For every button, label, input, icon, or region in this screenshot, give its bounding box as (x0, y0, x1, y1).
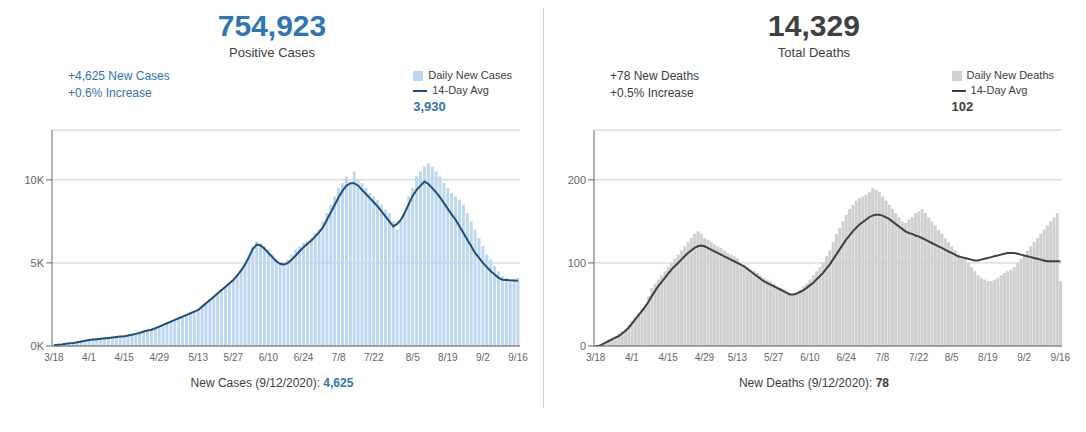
svg-text:6/24: 6/24 (836, 352, 856, 363)
svg-text:7/8: 7/8 (332, 352, 346, 363)
svg-text:4/15: 4/15 (114, 352, 134, 363)
html-text:+4,625 New Cases: +4,625 New Cases (68, 69, 170, 83)
svg-text:10K: 10K (24, 174, 44, 186)
svg-text:4/1: 4/1 (82, 352, 96, 363)
html-text:Daily New Cases: Daily New Cases (428, 69, 512, 81)
html-text:Positive Cases: Positive Cases (229, 45, 315, 60)
svg-text:4/29: 4/29 (150, 352, 170, 363)
svg-text:8/19: 8/19 (978, 352, 998, 363)
svg-text:0: 0 (580, 340, 586, 352)
html-text:New Cases (9/12/2020): 4,625: New Cases (9/12/2020): 4,625 (190, 376, 354, 390)
svg-text:100: 100 (568, 257, 586, 269)
svg-text:3/18: 3/18 (44, 352, 64, 363)
html-text:102: 102 (951, 99, 974, 114)
html-text:+0.6% Increase: +0.6% Increase (68, 86, 152, 100)
svg-text:4/1: 4/1 (625, 352, 639, 363)
svg-text:9/2: 9/2 (1017, 352, 1031, 363)
svg-text:5/27: 5/27 (764, 352, 784, 363)
svg-text:9/16: 9/16 (1051, 352, 1071, 363)
html-text:Total Deaths: Total Deaths (777, 45, 851, 60)
html-text:+78 New Deaths: +78 New Deaths (610, 69, 700, 83)
svg-text:6/24: 6/24 (294, 352, 314, 363)
svg-text:8/19: 8/19 (438, 352, 458, 363)
svg-text:5/13: 5/13 (728, 352, 748, 363)
html-text:+0.5% Increase: +0.5% Increase (610, 86, 694, 100)
svg-text:7/8: 7/8 (875, 352, 889, 363)
html-text:14-Day Avg: 14-Day Avg (432, 84, 489, 96)
html-text:754,923: 754,923 (217, 9, 327, 42)
html-text:14,329: 14,329 (768, 9, 860, 42)
svg-text:7/22: 7/22 (909, 352, 929, 363)
svg-text:8/5: 8/5 (406, 352, 420, 363)
html-text:New Deaths (9/12/2020): 78: New Deaths (9/12/2020): 78 (738, 376, 889, 390)
svg-text:7/22: 7/22 (364, 352, 384, 363)
svg-text:4/15: 4/15 (658, 352, 678, 363)
svg-text:9/2: 9/2 (476, 352, 490, 363)
html-text:3,930: 3,930 (413, 99, 446, 114)
svg-text:3/18: 3/18 (586, 352, 606, 363)
svg-text:5K: 5K (31, 257, 45, 269)
svg-text:6/10: 6/10 (800, 352, 820, 363)
svg-text:5/13: 5/13 (189, 352, 209, 363)
svg-text:9/16: 9/16 (508, 352, 528, 363)
svg-text:5/27: 5/27 (224, 352, 244, 363)
svg-text:200: 200 (568, 174, 586, 186)
svg-text:0K: 0K (31, 340, 45, 352)
svg-text:8/5: 8/5 (945, 352, 959, 363)
html-text:Daily New Deaths: Daily New Deaths (966, 69, 1054, 81)
html-text:14-Day Avg: 14-Day Avg (970, 84, 1028, 96)
svg-text:4/29: 4/29 (695, 352, 715, 363)
svg-text:6/10: 6/10 (259, 352, 279, 363)
